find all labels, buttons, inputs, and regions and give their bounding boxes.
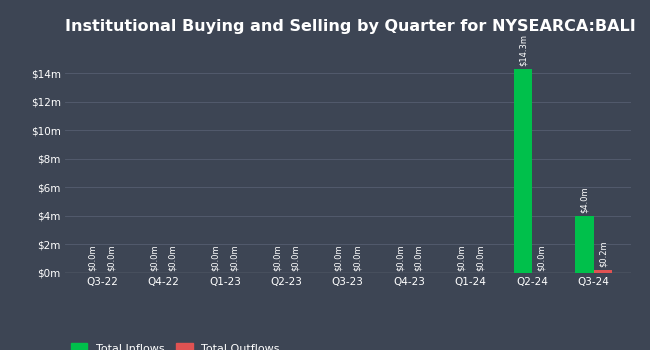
Text: $0.0m: $0.0m <box>334 245 343 271</box>
Text: $0.0m: $0.0m <box>168 245 177 271</box>
Text: $0.2m: $0.2m <box>599 241 607 267</box>
Text: $14.3m: $14.3m <box>519 34 527 66</box>
Bar <box>575 216 593 273</box>
Text: $0.0m: $0.0m <box>150 245 159 271</box>
Bar <box>514 69 532 273</box>
Text: $0.0m: $0.0m <box>272 245 281 271</box>
Text: $4.0m: $4.0m <box>580 187 589 213</box>
Legend: Total Inflows, Total Outflows: Total Inflows, Total Outflows <box>71 343 280 350</box>
Text: $0.0m: $0.0m <box>352 245 361 271</box>
Bar <box>593 270 612 273</box>
Text: $0.0m: $0.0m <box>537 245 546 271</box>
Text: $0.0m: $0.0m <box>395 245 404 271</box>
Text: $0.0m: $0.0m <box>291 245 300 271</box>
Text: Institutional Buying and Selling by Quarter for NYSEARCA:BALI: Institutional Buying and Selling by Quar… <box>65 19 636 34</box>
Text: $0.0m: $0.0m <box>475 245 484 271</box>
Text: $0.0m: $0.0m <box>229 245 239 271</box>
Text: $0.0m: $0.0m <box>414 245 423 271</box>
Text: $0.0m: $0.0m <box>88 245 97 271</box>
Text: $0.0m: $0.0m <box>107 245 116 271</box>
Text: $0.0m: $0.0m <box>211 245 220 271</box>
Text: $0.0m: $0.0m <box>457 245 466 271</box>
